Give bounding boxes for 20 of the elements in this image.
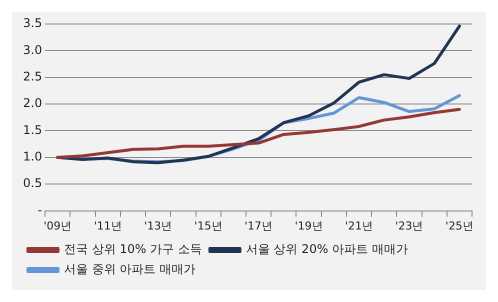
legend-label: 서울 상위 20% 아파트 매매가 bbox=[246, 242, 408, 256]
y-tick-label: 1.5 bbox=[22, 122, 42, 137]
x-tick-label: '13년 bbox=[144, 219, 172, 232]
y-tick-label: 0.5 bbox=[22, 176, 42, 190]
x-tick-label: '17년 bbox=[244, 219, 273, 232]
y-tick-label: 3.0 bbox=[22, 42, 42, 57]
x-tick-label: '23년 bbox=[395, 219, 424, 232]
y-tick-label: 2.0 bbox=[22, 96, 42, 110]
x-tick-label: '21년 bbox=[344, 219, 374, 232]
x-tick-label: '09년 bbox=[44, 219, 72, 232]
x-tick-label: '25년 bbox=[445, 219, 474, 232]
x-tick-label: '19년 bbox=[294, 219, 323, 232]
x-tick-label: '11년 bbox=[94, 219, 122, 232]
x-tick-label: '15년 bbox=[194, 219, 222, 232]
y-tick-label: 3.5 bbox=[22, 16, 42, 30]
y-tick-label: 2.5 bbox=[22, 69, 42, 84]
legend-label: 서울 중위 아파트 매매가 bbox=[64, 262, 196, 276]
legend-label: 전국 상위 10% 가구 소득 bbox=[64, 242, 202, 256]
y-tick-label: - bbox=[38, 202, 42, 217]
y-tick-label: 1.0 bbox=[22, 150, 42, 164]
